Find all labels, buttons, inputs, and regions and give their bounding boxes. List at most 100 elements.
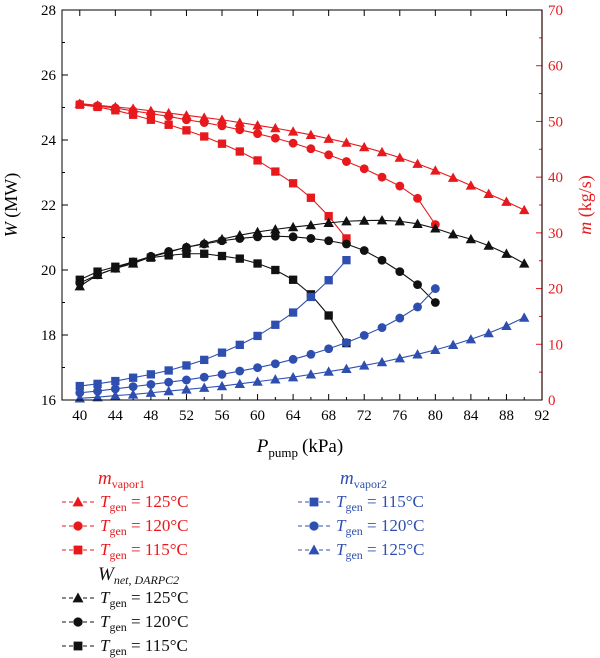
- data-point: [288, 308, 298, 317]
- legend-marker-shape: [73, 641, 83, 651]
- data-point: [253, 129, 262, 139]
- data-point: [182, 361, 191, 370]
- data-point: [199, 382, 210, 392]
- data-point: [217, 236, 227, 246]
- data-point: [110, 390, 121, 400]
- legend-marker: [298, 544, 330, 555]
- data-point: [323, 217, 334, 228]
- y-left-tick-label: 22: [41, 198, 56, 214]
- data-point: [146, 379, 156, 389]
- data-point: [182, 375, 191, 385]
- series-4: [75, 231, 440, 307]
- data-point: [413, 280, 422, 290]
- data-point: [465, 334, 477, 344]
- data-point: [182, 242, 191, 252]
- legend-wnet-title: Wnet, DARPC2: [98, 564, 180, 587]
- data-point: [92, 392, 103, 402]
- data-point: [111, 376, 120, 386]
- y-left-tick-label: 26: [41, 68, 57, 84]
- data-point: [324, 211, 333, 221]
- data-point: [270, 133, 280, 143]
- data-point: [342, 157, 351, 166]
- data-point: [128, 373, 138, 382]
- data-point: [519, 204, 530, 215]
- series-3: [74, 215, 530, 291]
- data-point: [163, 385, 174, 396]
- data-point: [93, 102, 102, 112]
- data-point: [110, 384, 120, 394]
- data-point: [447, 339, 459, 350]
- data-point: [323, 366, 334, 376]
- data-point: [252, 376, 263, 386]
- plot-frame: [61, 9, 543, 401]
- data-point: [359, 330, 369, 340]
- data-point: [164, 251, 173, 260]
- data-point: [342, 255, 351, 265]
- data-point: [394, 353, 405, 363]
- data-point: [465, 233, 477, 244]
- legend-marker-shape: [73, 617, 83, 627]
- legend-label: Tgen = 120°C: [100, 516, 189, 538]
- data-point: [430, 298, 440, 307]
- x-tick-label: 76: [392, 408, 408, 424]
- legend-marker: [298, 497, 330, 507]
- data-point: [271, 167, 280, 176]
- y-left-tick-label: 16: [41, 393, 57, 409]
- data-point: [270, 374, 281, 384]
- legend-label: Tgen = 115°C: [336, 492, 424, 514]
- legend-marker-shape: [309, 497, 319, 507]
- data-point: [519, 258, 530, 268]
- data-point: [253, 331, 262, 341]
- data-point: [359, 215, 370, 225]
- data-point: [359, 360, 370, 370]
- data-point: [394, 152, 405, 162]
- data-point: [145, 387, 157, 397]
- data-point: [288, 232, 298, 242]
- legend-item: Tgen = 115°C: [62, 634, 189, 658]
- data-point: [483, 240, 494, 250]
- data-point: [217, 121, 227, 131]
- data-point: [430, 344, 441, 355]
- legend-marker-shape: [72, 496, 84, 507]
- x-tick-label: 84: [463, 408, 479, 424]
- x-tick-label: 72: [357, 408, 372, 424]
- data-point: [306, 193, 316, 202]
- data-point: [199, 239, 209, 249]
- y-right-tick-label: 70: [548, 3, 563, 19]
- data-point: [93, 267, 102, 276]
- data-point: [376, 356, 388, 367]
- x-tick-label: 68: [321, 408, 336, 424]
- data-point: [253, 232, 262, 242]
- data-point: [306, 349, 316, 359]
- series-1: [75, 99, 440, 229]
- legend-marker-shape: [73, 521, 83, 531]
- series-7: [75, 284, 440, 398]
- data-point: [394, 216, 405, 226]
- data-point: [359, 164, 369, 174]
- legend-marker-shape: [73, 545, 83, 555]
- data-point: [359, 141, 370, 152]
- x-tick-label: 56: [215, 408, 231, 424]
- data-point: [253, 259, 262, 268]
- data-point: [217, 369, 227, 379]
- x-tick-label: 80: [428, 408, 443, 424]
- data-point: [483, 188, 494, 199]
- data-point: [342, 338, 351, 348]
- legend-marker-shape: [72, 592, 84, 603]
- data-point: [412, 349, 423, 359]
- series-line: [79, 104, 347, 239]
- data-point: [465, 180, 477, 190]
- series-6: [75, 255, 351, 391]
- data-point: [217, 139, 227, 148]
- data-point: [306, 292, 316, 302]
- data-point: [323, 133, 334, 143]
- legend-label: Tgen = 120°C: [336, 516, 425, 538]
- data-point: [128, 257, 138, 267]
- data-point: [164, 377, 174, 387]
- data-point: [288, 354, 298, 364]
- data-point: [412, 158, 423, 168]
- data-point: [111, 262, 120, 271]
- data-point: [305, 129, 317, 139]
- data-point: [164, 111, 174, 121]
- data-point: [306, 144, 316, 154]
